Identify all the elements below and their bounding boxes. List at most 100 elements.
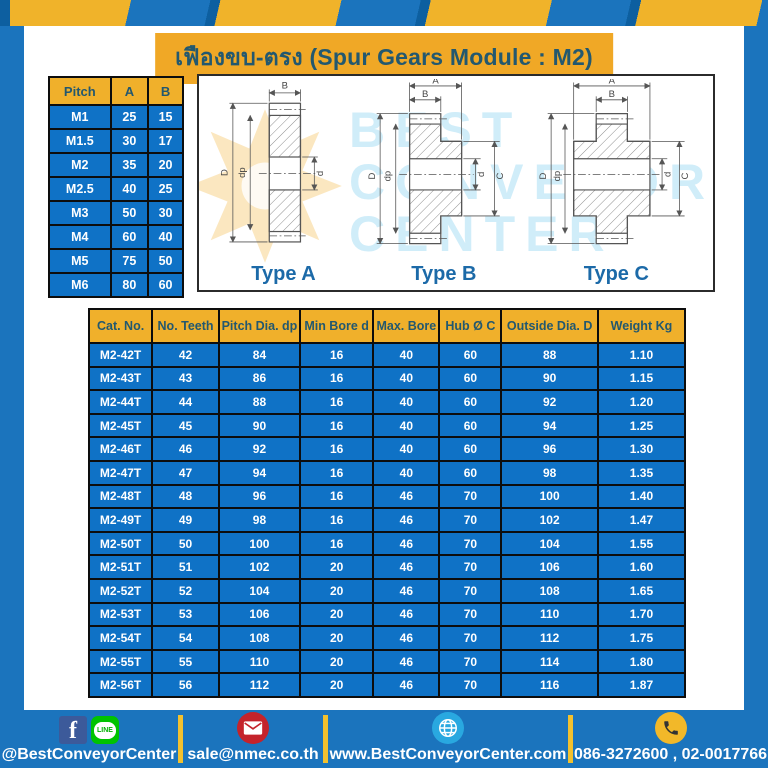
pitch-table-header-cell: A — [109, 76, 150, 106]
spec-table-row: M2-48T 48 96 16 46 70 100 1.40 — [87, 483, 687, 510]
spec-table-cell: 60 — [438, 459, 503, 486]
spec-table-cell: 70 — [438, 483, 503, 510]
pitch-table-row: M5 75 50 — [48, 248, 184, 274]
spec-table-cell: 90 — [500, 365, 599, 392]
line-icon[interactable]: LINE — [91, 716, 119, 744]
spec-table-cell: 1.25 — [596, 412, 687, 439]
dim-label-c: C — [680, 173, 691, 180]
spec-table-cell: 43 — [151, 365, 220, 392]
spec-table-cell: 1.47 — [596, 507, 687, 533]
spec-table-cell: 16 — [298, 389, 375, 415]
spec-table-cell: 92 — [500, 389, 599, 415]
spec-table-row: M2-47T 47 94 16 40 60 98 1.35 — [87, 459, 687, 486]
social-handle[interactable]: @BestConveyorCenter — [1, 746, 177, 763]
pitch-table-cell: M4 — [48, 224, 112, 250]
pitch-table-cell: M2.5 — [48, 176, 112, 202]
spec-table-cell: M2-51T — [87, 554, 154, 580]
spec-table-cell: M2-44T — [87, 389, 154, 415]
footer-divider — [323, 715, 328, 763]
spec-table-cell: M2-47T — [87, 459, 154, 486]
spec-table-header-cell: Pitch Dia. dp — [217, 308, 301, 344]
spec-table-cell: 46 — [372, 483, 441, 510]
spec-table-cell: 16 — [298, 436, 375, 462]
pitch-table-cell: M3 — [48, 200, 112, 226]
spec-table-cell: M2-46T — [87, 436, 154, 462]
spec-table-cell: 52 — [151, 577, 220, 604]
spec-table-cell: 100 — [217, 530, 301, 557]
spec-table-cell: 49 — [151, 507, 220, 533]
spec-table-cell: 56 — [151, 672, 220, 698]
pitch-table-header-row: Pitch A B — [48, 76, 184, 106]
spec-table-cell: 16 — [298, 365, 375, 392]
pitch-table-cell: 50 — [147, 248, 184, 274]
pitch-table-cell: 20 — [147, 152, 184, 178]
spec-table-cell: 40 — [372, 436, 441, 462]
spec-table-cell: 16 — [298, 342, 375, 368]
dim-label-dp: dp — [552, 171, 563, 182]
phone-icon[interactable] — [654, 712, 687, 744]
spec-table-cell: 1.60 — [596, 554, 687, 580]
spec-table-cell: 60 — [438, 412, 503, 439]
spec-table-cell: M2-56T — [87, 672, 154, 698]
globe-icon[interactable] — [432, 712, 464, 744]
dim-label-a: A — [609, 79, 616, 86]
spec-table-cell: 88 — [500, 342, 599, 368]
spec-table-cell: 47 — [151, 459, 220, 486]
dim-label-a: A — [432, 79, 439, 86]
spec-table-cell: 20 — [298, 648, 375, 675]
spec-table-cell: M2-52T — [87, 577, 154, 604]
spec-table-cell: 112 — [500, 625, 599, 651]
spec-table-cell: 70 — [438, 507, 503, 533]
gear-drawing-type-b: A B D dp d C — [368, 79, 506, 245]
spec-table-cell: 45 — [151, 412, 220, 439]
spec-table-cell: 100 — [500, 483, 599, 510]
dim-label-d-outer: D — [368, 173, 378, 180]
email-address[interactable]: sale@nmec.co.th — [187, 746, 319, 763]
spec-table: Cat. No. No. Teeth Pitch Dia. dp Min Bore d… — [87, 308, 687, 698]
spec-table-cell: 20 — [298, 601, 375, 628]
spec-table-cell: 60 — [438, 389, 503, 415]
spec-table-cell: 46 — [372, 672, 441, 698]
spec-table-cell: 50 — [151, 530, 220, 557]
footer-divider — [568, 715, 573, 763]
spec-table-header-cell: No. Teeth — [151, 308, 220, 344]
dim-label-d-bore: d — [315, 171, 326, 176]
email-icon[interactable] — [237, 712, 269, 744]
spec-table-cell: 104 — [217, 577, 301, 604]
spec-table-cell: 20 — [298, 672, 375, 698]
spec-table-header-cell: Weight Kg — [596, 308, 687, 344]
spec-table-cell: 108 — [500, 577, 599, 604]
spec-table-cell: 86 — [217, 365, 301, 392]
spec-table-cell: 16 — [298, 459, 375, 486]
pitch-table-cell: 40 — [109, 176, 150, 202]
spec-table-cell: 40 — [372, 365, 441, 392]
facebook-icon[interactable]: f — [59, 716, 87, 744]
spec-table-cell: 1.30 — [596, 436, 687, 462]
pitch-table-cell: 40 — [147, 224, 184, 250]
spec-table-row: M2-50T 50 100 16 46 70 104 1.55 — [87, 530, 687, 557]
dim-label-d-outer: D — [219, 169, 230, 176]
spec-table-cell: 46 — [372, 648, 441, 675]
website-url[interactable]: www.BestConveyorCenter.com — [329, 746, 567, 763]
spec-table-cell: 1.70 — [596, 601, 687, 628]
spec-table-cell: 51 — [151, 554, 220, 580]
pitch-table-cell: 80 — [109, 272, 150, 298]
gear-drawing-type-c: A B D dp d C — [539, 79, 691, 245]
spec-table-row: M2-45T 45 90 16 40 60 94 1.25 — [87, 412, 687, 439]
spec-table-cell: 42 — [151, 342, 220, 368]
spec-table-cell: 102 — [500, 507, 599, 533]
pitch-table-row: M2 35 20 — [48, 152, 184, 178]
pitch-table-header-cell: Pitch — [48, 76, 112, 106]
spec-table-cell: M2-55T — [87, 648, 154, 675]
spec-table-cell: 96 — [217, 483, 301, 510]
spec-table-cell: M2-50T — [87, 530, 154, 557]
pitch-table-cell: 75 — [109, 248, 150, 274]
spec-table-header-cell: Min Bore d — [298, 308, 375, 344]
spec-table-cell: 84 — [217, 342, 301, 368]
phone-numbers[interactable]: 086-3272600 , 02-0017766 — [573, 746, 768, 763]
spec-table-row: M2-44T 44 88 16 40 60 92 1.20 — [87, 389, 687, 415]
spec-table-cell: 110 — [217, 648, 301, 675]
spec-table-cell: 40 — [372, 389, 441, 415]
pitch-table-cell: M5 — [48, 248, 112, 274]
spec-table-row: M2-46T 46 92 16 40 60 96 1.30 — [87, 436, 687, 462]
